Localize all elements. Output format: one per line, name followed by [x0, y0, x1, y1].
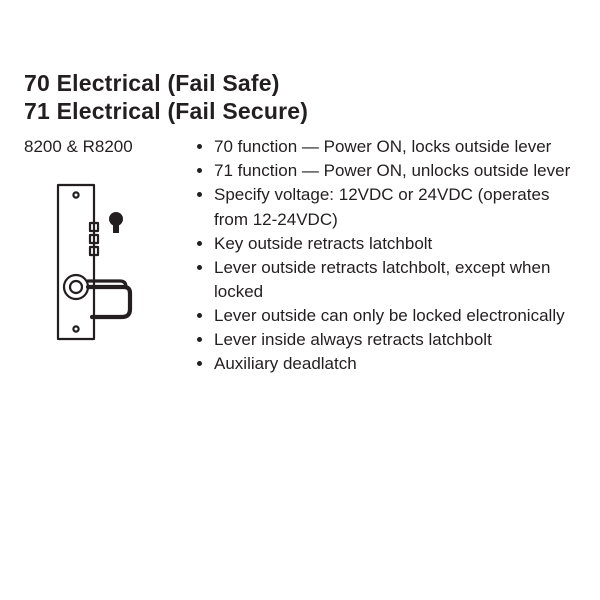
feature-list: 70 function — Power ON, locks outside le…	[192, 135, 576, 376]
list-item: Lever outside can only be locked electro…	[214, 304, 576, 328]
right-column: 70 function — Power ON, locks outside le…	[192, 135, 576, 376]
title-line-2: 71 Electrical (Fail Secure)	[24, 98, 576, 126]
list-item: Key outside retracts latchbolt	[214, 232, 576, 256]
title-line-1: 70 Electrical (Fail Safe)	[24, 70, 576, 98]
list-item: Lever outside retracts latchbolt, except…	[214, 256, 576, 304]
title-block: 70 Electrical (Fail Safe) 71 Electrical …	[24, 70, 576, 125]
lock-diagram	[46, 181, 192, 356]
mortise-lock-icon	[46, 181, 146, 351]
list-item: Specify voltage: 12VDC or 24VDC (operate…	[214, 183, 576, 231]
list-item: Lever inside always retracts latchbolt	[214, 328, 576, 352]
list-item: Auxiliary deadlatch	[214, 352, 576, 376]
body-row: 8200 & R8200	[24, 135, 576, 376]
left-column: 8200 & R8200	[24, 135, 192, 356]
list-item: 70 function — Power ON, locks outside le…	[214, 135, 576, 159]
model-number: 8200 & R8200	[24, 137, 192, 157]
list-item: 71 function — Power ON, unlocks outside …	[214, 159, 576, 183]
spec-page: 70 Electrical (Fail Safe) 71 Electrical …	[0, 0, 600, 376]
